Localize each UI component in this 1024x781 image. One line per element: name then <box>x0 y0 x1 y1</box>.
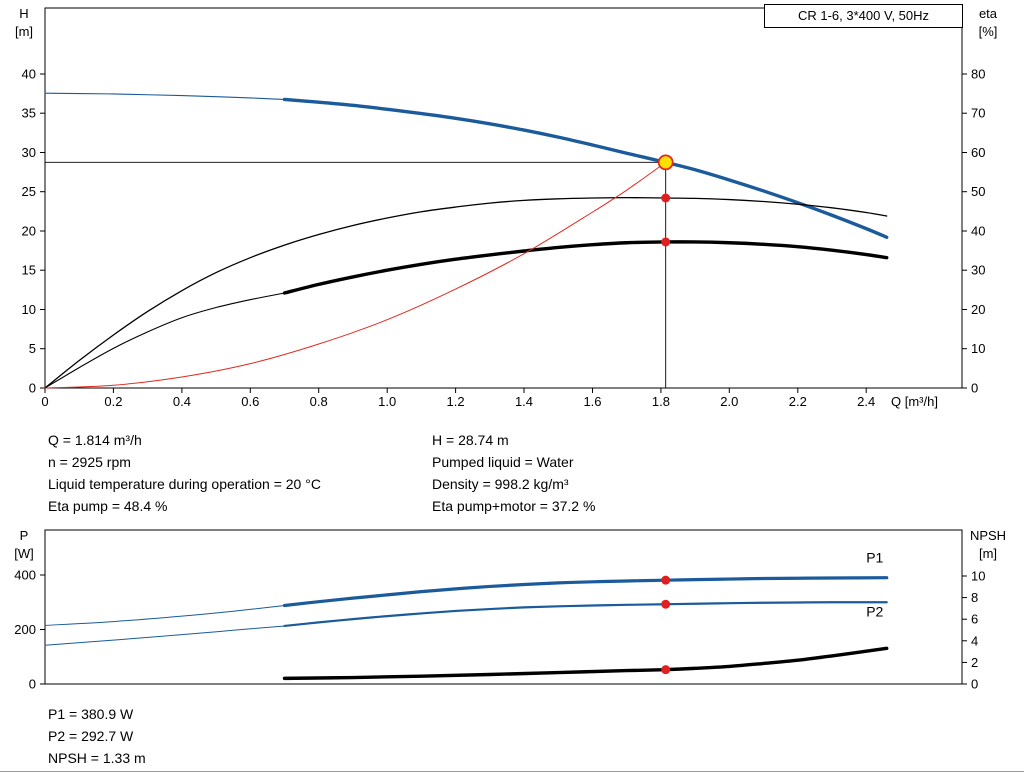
p1-operating-dot <box>661 575 671 585</box>
info-head: H = 28.74 m <box>432 432 509 448</box>
x-tick-label: 1.4 <box>515 394 533 409</box>
y-right-tick-label: 80 <box>971 67 985 82</box>
y-right-tick-label: 6 <box>971 612 978 627</box>
npsh-operating-dot <box>661 665 671 675</box>
info-npsh: NPSH = 1.33 m <box>48 750 146 766</box>
operating-data-right-column: H = 28.74 m Pumped liquid = Water Densit… <box>432 429 595 517</box>
y-right-tick-label: 2 <box>971 655 978 670</box>
x-tick-label: 0 <box>41 394 48 409</box>
info-eta-pump-motor: Eta pump+motor = 37.2 % <box>432 498 596 514</box>
y-right-tick-label: 70 <box>971 106 985 121</box>
head-plot-frame <box>44 7 963 389</box>
system-curve <box>44 161 667 389</box>
eta-pump-motor-operating-dot <box>661 237 671 247</box>
y-right-axis-header: eta <box>979 6 998 21</box>
y-right-tick-label: 4 <box>971 633 978 648</box>
y-left-tick-label: 40 <box>22 67 36 82</box>
y-left-tick-label: 15 <box>22 263 36 278</box>
y-right-tick-label: 8 <box>971 590 978 605</box>
chart-title-box: CR 1-6, 3*400 V, 50Hz <box>764 4 963 28</box>
x-tick-label: 1.6 <box>583 394 601 409</box>
y-right-axis-header: [%] <box>979 24 998 39</box>
p1-curve <box>282 576 889 608</box>
eta-pump-curve <box>44 196 888 389</box>
info-p1: P1 = 380.9 W <box>48 706 134 722</box>
y-left-axis-header: [m] <box>15 24 33 39</box>
y-right-tick-label: 0 <box>971 381 978 396</box>
x-tick-label: 1.2 <box>447 394 465 409</box>
pump-curve-thin <box>44 92 292 101</box>
info-liquid-temperature: Liquid temperature during operation = 20… <box>48 476 321 492</box>
y-left-tick-label: 35 <box>22 106 36 121</box>
eta-pump-motor-curve-thin <box>44 292 286 389</box>
pump-curve <box>282 97 889 239</box>
info-eta-pump: Eta pump = 48.4 % <box>48 498 168 514</box>
series-label-p1: P1 <box>866 550 883 566</box>
y-right-tick-label: 0 <box>971 677 978 692</box>
power-npsh-chart: 0 200 400 0 2 4 6 8 10 P [W] NPSH [m] P1 P2 <box>14 528 1006 692</box>
bottom-divider <box>0 771 1024 772</box>
y-right-tick-label: 30 <box>971 263 985 278</box>
head-efficiency-chart: 0 5 10 15 20 25 30 35 40 0 10 20 30 40 50 60 70 80 0 0.2 0.4… <box>15 6 998 409</box>
info-speed: n = 2925 rpm <box>48 454 131 470</box>
p1-curve-thin <box>44 605 286 626</box>
y-left-tick-label: 400 <box>14 568 36 583</box>
operating-data-block: Q = 1.814 m³/h n = 2925 rpm Liquid tempe… <box>48 429 595 517</box>
y-right-axis-header: NPSH <box>970 528 1006 543</box>
y-right-tick-label: 20 <box>971 302 985 317</box>
x-tick-label: 1.8 <box>652 394 670 409</box>
y-right-tick-label: 40 <box>971 224 985 239</box>
y-left-tick-label: 5 <box>29 341 36 356</box>
y-left-axis-header: [W] <box>14 546 34 561</box>
operating-data-left-column: Q = 1.814 m³/h n = 2925 rpm Liquid tempe… <box>48 429 432 517</box>
x-tick-label: 0.4 <box>173 394 191 409</box>
x-tick-label: 2.0 <box>720 394 738 409</box>
x-tick-label: 0.2 <box>104 394 122 409</box>
y-left-axis-header: H <box>19 6 28 21</box>
eta-pump-operating-dot <box>661 193 671 203</box>
y-left-tick-label: 200 <box>14 622 36 637</box>
info-p2: P2 = 292.7 W <box>48 728 134 744</box>
info-flow: Q = 1.814 m³/h <box>48 432 142 448</box>
y-right-tick-label: 60 <box>971 145 985 160</box>
y-left-tick-label: 30 <box>22 145 36 160</box>
x-tick-label: 2.4 <box>857 394 875 409</box>
y-left-tick-label: 0 <box>29 381 36 396</box>
y-left-axis-header: P <box>20 528 29 543</box>
power-plot-frame <box>44 529 963 685</box>
y-right-axis-header: [m] <box>979 546 997 561</box>
x-axis-label: Q [m³/h] <box>891 394 938 409</box>
y-left-tick-label: 20 <box>22 224 36 239</box>
p2-curve-thin <box>44 625 286 646</box>
p2-operating-dot <box>661 599 671 609</box>
y-left-tick-label: 0 <box>29 677 36 692</box>
x-tick-label: 1.0 <box>378 394 396 409</box>
x-tick-label: 0.6 <box>241 394 259 409</box>
y-left-tick-label: 10 <box>22 302 36 317</box>
npsh-curve <box>282 646 889 681</box>
p2-curve <box>283 601 888 628</box>
info-density: Density = 998.2 kg/m³ <box>432 476 569 492</box>
duty-point[interactable] <box>657 154 674 171</box>
y-left-tick-label: 25 <box>22 184 36 199</box>
y-right-tick-label: 10 <box>971 341 985 356</box>
x-tick-label: 0.8 <box>310 394 328 409</box>
y-right-tick-label: 50 <box>971 184 985 199</box>
info-pumped-liquid: Pumped liquid = Water <box>432 454 574 470</box>
x-tick-label: 2.2 <box>789 394 807 409</box>
eta-pump-motor-curve <box>282 240 889 295</box>
y-right-tick-label: 10 <box>971 569 985 584</box>
power-data-block: P1 = 380.9 W P2 = 292.7 W NPSH = 1.33 m <box>48 703 146 769</box>
series-label-p2: P2 <box>866 603 883 619</box>
